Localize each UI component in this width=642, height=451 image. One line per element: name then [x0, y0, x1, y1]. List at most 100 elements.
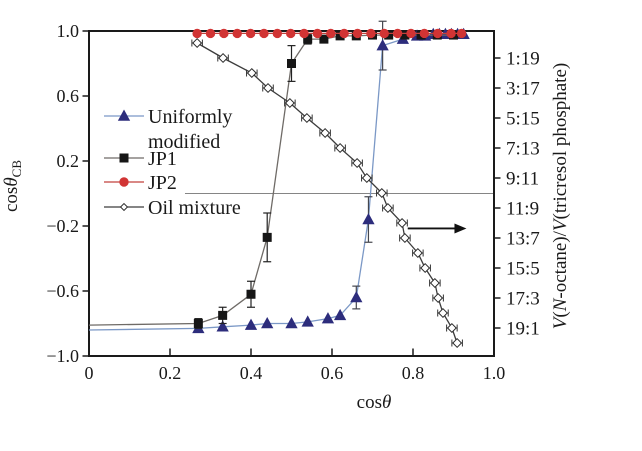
circle-marker-icon	[326, 28, 336, 39]
x-tick-label: 0.4	[240, 363, 263, 383]
circle-marker-icon	[205, 28, 216, 39]
x-axis: 0 0.2 0.4 0.6 0.8 1.0	[85, 348, 506, 383]
diamond-marker-icon	[433, 292, 444, 304]
triangle-marker-icon	[117, 109, 131, 121]
square-marker-icon	[193, 319, 203, 328]
diamond-marker-icon	[446, 322, 457, 334]
right-y-axis: 1:19 3:17 5:15 7:13 9:11 11:9 13:7 15:5 17:3 19:1	[494, 49, 540, 340]
circle-marker-icon	[245, 28, 256, 39]
x-tick-label: 1.0	[483, 363, 506, 383]
legend-label: Uniformly	[148, 106, 232, 128]
circle-marker-icon	[433, 28, 443, 39]
x-axis-label: cosθ	[357, 392, 392, 413]
arrow-head-icon	[454, 223, 467, 234]
legend-item-jp1: JP1	[104, 148, 177, 170]
right-tick-label: 19:1	[506, 319, 540, 340]
left-tick-label: −0.2	[46, 216, 79, 236]
left-tick-label: 0.2	[57, 151, 80, 171]
diamond-marker-icon	[263, 82, 274, 94]
x-tick-label: 0.8	[402, 363, 425, 383]
legend-item-oil-mixture: Oil mixture	[104, 197, 241, 219]
diamond-marker-icon	[218, 52, 229, 64]
circle-marker-icon	[232, 28, 242, 39]
left-tick-label: 1.0	[57, 21, 80, 41]
triangle-marker-icon	[350, 290, 363, 303]
triangle-marker-icon	[333, 308, 347, 321]
right-tick-label: 5:15	[506, 109, 540, 130]
right-tick-label: 3:17	[506, 79, 540, 100]
diamond-marker-icon	[376, 187, 387, 199]
triangle-marker-icon	[216, 320, 229, 332]
diamond-marker-icon	[361, 172, 372, 184]
circle-marker-icon	[312, 28, 323, 39]
circle-marker-icon	[379, 28, 389, 39]
circle-marker-icon	[299, 28, 309, 39]
legend-label: modified	[148, 131, 220, 153]
triangle-marker-icon	[285, 316, 298, 329]
diamond-marker-icon	[420, 262, 431, 274]
legend-label: JP2	[148, 172, 177, 194]
right-tick-label: 13:7	[506, 229, 540, 250]
triangle-marker-icon	[376, 39, 389, 51]
legend-item-uniformly-modified: Uniformly modified	[104, 106, 232, 153]
circle-marker-icon	[419, 28, 430, 39]
diamond-marker-icon	[119, 202, 129, 212]
legend-label: JP1	[148, 148, 177, 170]
diamond-marker-icon	[399, 232, 410, 244]
circle-marker-icon	[259, 28, 269, 39]
series-oil-mixture	[191, 37, 463, 349]
circle-marker-icon	[406, 28, 416, 39]
x-tick-label: 0.6	[321, 363, 344, 383]
legend-item-jp2: JP2	[104, 172, 177, 194]
right-tick-label: 7:13	[506, 139, 540, 160]
triangle-marker-icon	[321, 312, 335, 324]
left-tick-label: −1.0	[46, 346, 79, 366]
diamond-marker-icon	[352, 157, 363, 169]
circle-marker-icon	[366, 28, 376, 39]
right-tick-label: 1:19	[506, 49, 540, 70]
triangle-marker-icon	[362, 212, 375, 225]
right-tick-label: 17:3	[506, 289, 540, 310]
right-tick-label: 15:5	[506, 259, 540, 280]
diamond-marker-icon	[192, 37, 203, 49]
left-tick-label: 0.6	[57, 86, 80, 106]
right-tick-label: 11:9	[506, 199, 539, 220]
x-tick-label: 0	[85, 363, 94, 383]
circle-marker-icon	[272, 28, 283, 39]
square-marker-icon	[287, 59, 296, 68]
left-tick-label: −0.6	[46, 281, 79, 301]
series-jp2	[192, 28, 467, 39]
square-marker-icon	[119, 153, 129, 163]
square-marker-icon	[218, 310, 228, 320]
diamond-marker-icon	[429, 277, 440, 289]
circle-marker-icon	[392, 28, 403, 39]
legend-label: Oil mixture	[148, 197, 241, 219]
circle-marker-icon	[456, 28, 467, 39]
circle-marker-icon	[192, 28, 202, 39]
diamond-marker-icon	[320, 127, 331, 139]
diamond-marker-icon	[284, 97, 295, 109]
triangle-marker-icon	[244, 318, 258, 330]
square-marker-icon	[246, 289, 256, 299]
x-tick-label: 0.2	[159, 363, 182, 383]
diamond-marker-icon	[437, 307, 448, 319]
circle-marker-icon	[446, 28, 456, 39]
diamond-marker-icon	[397, 217, 408, 229]
diamond-marker-icon	[335, 142, 346, 154]
circle-marker-icon	[119, 177, 129, 187]
triangle-marker-icon	[301, 315, 314, 327]
square-marker-icon	[319, 34, 329, 44]
triangle-marker-icon	[261, 316, 274, 329]
circle-marker-icon	[352, 28, 363, 39]
diamond-marker-icon	[452, 337, 463, 349]
diamond-marker-icon	[412, 247, 423, 259]
circle-marker-icon	[285, 28, 296, 39]
left-y-axis: 1.0 0.6 0.2 −0.2 −0.6 −1.0	[46, 21, 89, 366]
right-y-axis-label: V(N-octane)/V(tricresol phosphate)	[550, 63, 571, 329]
diamond-marker-icon	[382, 202, 393, 214]
right-tick-label: 9:11	[506, 169, 539, 190]
